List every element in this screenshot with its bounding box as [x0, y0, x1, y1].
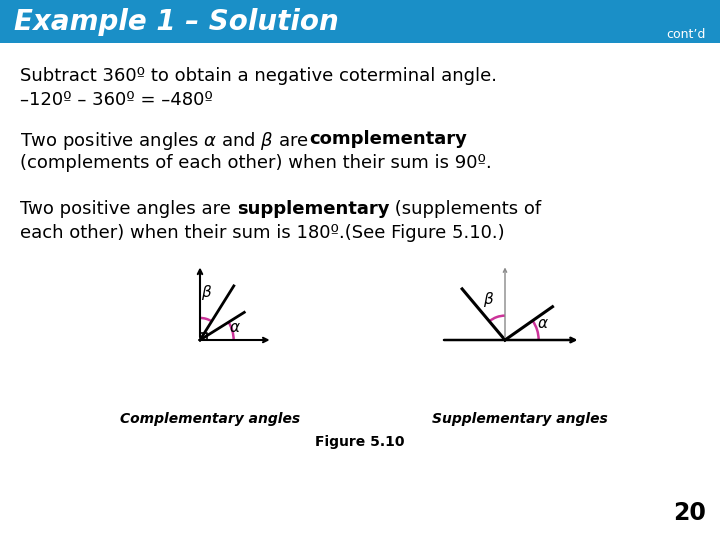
- Text: 20: 20: [673, 501, 706, 525]
- Text: –120º – 360º = –480º: –120º – 360º = –480º: [20, 91, 213, 109]
- Text: Two positive angles $\alpha$ and $\beta$ are: Two positive angles $\alpha$ and $\beta$…: [20, 130, 310, 152]
- Text: $\alpha$: $\alpha$: [229, 320, 240, 335]
- Text: Two positive angles are: Two positive angles are: [20, 200, 237, 218]
- Text: Figure 5.10: Figure 5.10: [315, 435, 405, 449]
- Text: Supplementary angles: Supplementary angles: [432, 412, 608, 426]
- Bar: [0, 0, 720, 43]
- Text: (complements of each other) when their sum is 90º.: (complements of each other) when their s…: [20, 154, 492, 172]
- Text: $\beta$: $\beta$: [483, 290, 495, 309]
- Text: cont’d: cont’d: [667, 28, 706, 41]
- Text: (supplements of: (supplements of: [389, 200, 541, 218]
- Text: Complementary angles: Complementary angles: [120, 412, 300, 426]
- Text: each other) when their sum is 180º.(See Figure 5.10.): each other) when their sum is 180º.(See …: [20, 224, 505, 242]
- Text: $\beta$: $\beta$: [202, 283, 212, 302]
- Text: Example 1 – Solution: Example 1 – Solution: [14, 8, 338, 36]
- Text: complementary: complementary: [310, 130, 467, 148]
- Text: $\alpha$: $\alpha$: [537, 316, 549, 331]
- Text: supplementary: supplementary: [237, 200, 389, 218]
- Text: Subtract 360º to obtain a negative coterminal angle.: Subtract 360º to obtain a negative coter…: [20, 67, 497, 85]
